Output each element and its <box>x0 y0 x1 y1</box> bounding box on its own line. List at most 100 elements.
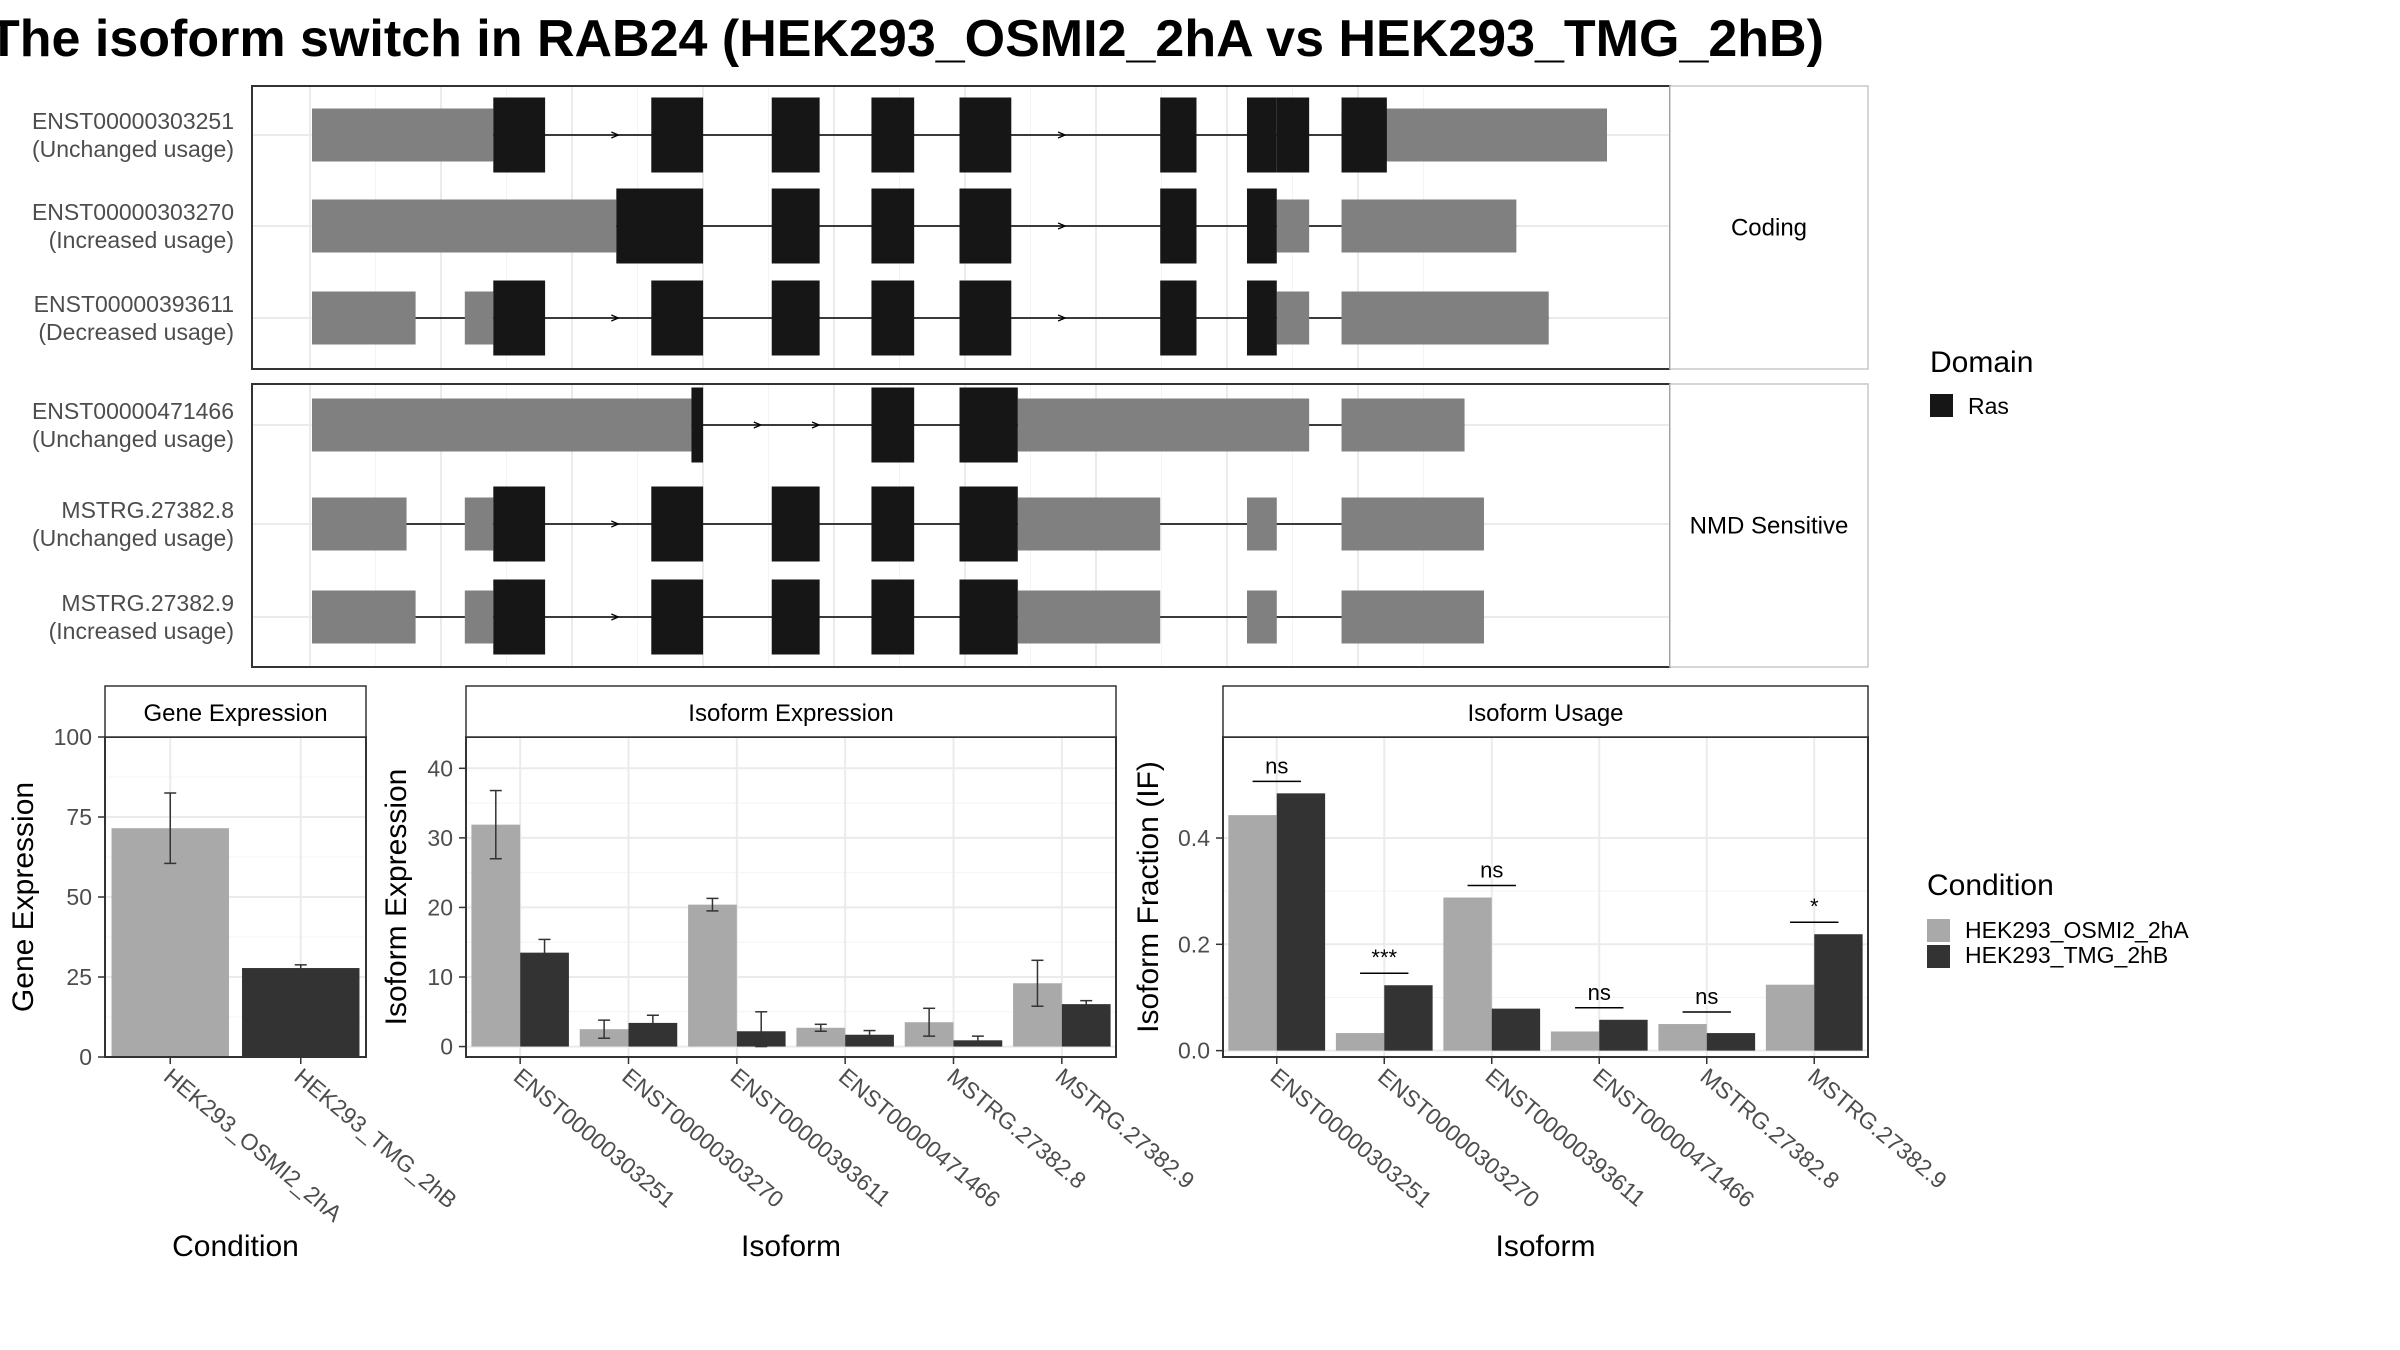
strand-arrow <box>611 520 620 528</box>
utr-exon <box>1246 590 1277 644</box>
ras-domain-exon <box>1276 97 1310 173</box>
y-axis-title: Isoform Fraction (IF) <box>1132 761 1165 1033</box>
y-tick-label: 0.2 <box>1178 931 1210 957</box>
error-bar <box>755 1011 768 1048</box>
ras-domain-exon <box>871 280 915 356</box>
strand-arrow <box>811 421 821 429</box>
ras-domain-exon <box>871 486 915 562</box>
error-bar <box>489 789 502 860</box>
ras-domain-exon <box>651 280 704 356</box>
error-bar <box>294 964 307 972</box>
condition-legend-key-a <box>1927 919 1950 942</box>
bar <box>1384 985 1433 1051</box>
y-tick-label: 0.0 <box>1178 1038 1210 1064</box>
utr-exon <box>312 108 494 162</box>
y-tick-label: 40 <box>427 755 453 781</box>
x-axis-title: Condition <box>172 1230 299 1263</box>
error-bar <box>164 792 177 865</box>
ras-domain-exon <box>651 97 704 173</box>
ras-domain-exon <box>871 387 915 463</box>
bar <box>1550 1031 1600 1051</box>
y-tick-label: 25 <box>66 964 92 990</box>
bar <box>1658 1024 1707 1051</box>
utr-exon <box>312 199 617 253</box>
facet-strip-coding <box>1669 85 1869 370</box>
utr-exon <box>1017 590 1161 644</box>
y-tick-label: 0 <box>440 1034 453 1060</box>
domain-legend: Domain Ras <box>1930 346 2033 419</box>
significance-label: * <box>1810 894 1819 919</box>
transcript-ENST00000393611 <box>312 280 1549 356</box>
condition-legend-label-a: HEK293_OSMI2_2hA <box>1965 917 2189 943</box>
y-tick-label: 0 <box>79 1044 92 1070</box>
error-bar <box>1031 959 1044 1007</box>
utr-exon <box>1341 398 1465 452</box>
ras-domain-exon <box>1160 97 1197 173</box>
strand-arrow <box>611 131 620 139</box>
bar <box>1335 1033 1385 1051</box>
facet-strip-nmd <box>1669 383 1869 668</box>
condition-legend-title: Condition <box>1927 869 2054 902</box>
transcript-id-label: ENST00000303251 <box>32 108 234 134</box>
strand-arrow <box>611 613 620 621</box>
transcript-MSTRG.27382.9 <box>312 579 1484 655</box>
strand-arrow <box>611 314 620 322</box>
ras-domain-exon <box>616 188 704 264</box>
bar <box>688 904 737 1047</box>
bar <box>796 1027 846 1047</box>
bar <box>628 1022 678 1047</box>
domain-legend-label-ras: Ras <box>1968 393 2009 419</box>
bar <box>1814 934 1863 1051</box>
x-axis-title: Isoform <box>741 1230 841 1263</box>
transcript-ENST00000303270 <box>312 188 1517 264</box>
ras-domain-exon <box>691 387 704 463</box>
bar <box>845 1034 894 1047</box>
transcript-id-label: MSTRG.27382.8 <box>61 497 234 523</box>
bar <box>1443 897 1492 1051</box>
utr-exon <box>1341 291 1549 345</box>
ras-domain-exon <box>959 486 1018 562</box>
x-axis-title: Isoform <box>1495 1230 1595 1263</box>
error-bar <box>814 1023 827 1033</box>
utr-exon <box>312 590 416 644</box>
utr-exon <box>1341 590 1484 644</box>
ras-domain-exon <box>1246 97 1277 173</box>
ras-domain-exon <box>651 579 704 655</box>
ras-domain-exon <box>871 579 915 655</box>
ras-domain-exon <box>493 579 546 655</box>
utr-exon <box>1017 398 1310 452</box>
transcript-usage-label: (Increased usage) <box>49 227 234 253</box>
strand-arrow <box>753 421 763 429</box>
transcript-MSTRG.27382.8 <box>312 486 1484 562</box>
utr-exon <box>1341 199 1517 253</box>
facet-strip-label: Isoform Expression <box>688 700 893 727</box>
strand-arrow <box>1057 314 1067 322</box>
facet-strip <box>104 685 367 738</box>
structure-panel-coding: Coding <box>251 85 1869 370</box>
ras-domain-exon <box>771 579 820 655</box>
plot-area <box>466 737 1116 1057</box>
transcript-ENST00000471466 <box>312 387 1465 463</box>
y-tick-label: 30 <box>427 825 453 851</box>
ras-domain-exon <box>959 188 1012 264</box>
facet-strip-label: Coding <box>1731 215 1807 242</box>
condition-legend-label-b: HEK293_TMG_2hB <box>1965 942 2168 968</box>
strand-arrow <box>1057 222 1067 230</box>
ras-domain-exon <box>1246 280 1277 356</box>
significance-label: ns <box>1265 753 1288 778</box>
utr-exon <box>1341 497 1484 551</box>
condition-legend-key-b <box>1927 945 1950 968</box>
bar <box>471 824 521 1047</box>
error-bar <box>971 1035 984 1046</box>
y-tick-label: 75 <box>66 804 92 830</box>
ras-domain-exon <box>1246 188 1277 264</box>
y-tick-label: 100 <box>54 724 92 750</box>
ras-domain-exon <box>493 486 546 562</box>
bar <box>1491 1008 1541 1051</box>
ras-domain-exon <box>1341 97 1387 173</box>
significance-label: ns <box>1695 984 1718 1009</box>
y-tick-label: 20 <box>427 894 453 920</box>
ras-domain-exon <box>959 280 1012 356</box>
